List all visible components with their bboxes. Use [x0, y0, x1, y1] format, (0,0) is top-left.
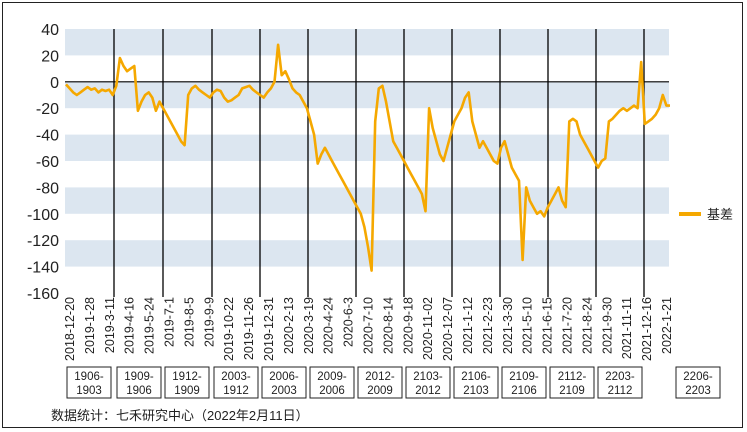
contract-box-bottom: 2009: [367, 385, 393, 397]
contract-box: [549, 366, 595, 399]
source-note: 数据统计：七禾研究中心（2022年2月11日）: [51, 408, 309, 423]
x-tick-label: 2021-1-12: [461, 297, 475, 354]
grid-band-3: [65, 187, 669, 214]
contract-box: [405, 366, 451, 399]
contract-box-bottom: 1906: [126, 385, 152, 397]
contract-box-bottom: 2106: [511, 385, 537, 397]
x-tick-label: 2019-9-9: [202, 297, 216, 347]
contract-box-top: 2112-: [558, 371, 587, 383]
y-tick-label: 20: [41, 48, 59, 65]
contract-box-bottom: 2006: [319, 385, 345, 397]
x-tick-label: 2019-3-11: [103, 297, 117, 353]
grid-band-1: [65, 81, 669, 109]
x-tick-label: 2021-12-16: [640, 297, 654, 361]
x-tick-label: 2018-12-20: [63, 297, 77, 361]
y-tick-label: 0: [50, 75, 59, 92]
x-tick-label: 2020-9-18: [401, 297, 415, 354]
contract-box: [453, 366, 499, 399]
grid-band-2: [65, 134, 669, 161]
x-tick-label: 2022-1-21: [660, 297, 674, 354]
contract-box: [501, 366, 547, 399]
x-tick-label: 2019-12-31: [262, 297, 276, 361]
x-tick-label: 2019-11-26: [242, 297, 256, 360]
chart-frame: 40 20 0 -20 -40 -60 -80 -100 -120 -140 -160 2018-12…: [2, 2, 743, 428]
contract-box-top: 2003-: [221, 371, 251, 383]
contract-box-top: 1909-: [124, 371, 154, 383]
x-tick-label: 2020-4-24: [322, 297, 336, 354]
x-tick-label: 2019-4-16: [123, 297, 137, 354]
contract-box-top: 2206-: [683, 371, 713, 383]
contract-box: [357, 366, 403, 399]
contract-box-top: 2203-: [605, 371, 635, 383]
contract-box: [116, 366, 162, 399]
contract-box-top: 2106-: [461, 371, 491, 383]
x-tick-label: 2020-6-3: [342, 297, 356, 347]
legend-label: 基差: [707, 207, 734, 222]
contract-box: [164, 366, 210, 399]
contract-box-bottom: 1912: [223, 385, 249, 397]
contract-box: [675, 366, 721, 399]
legend: 基差: [679, 204, 733, 223]
x-tick-label: 2020-11-02: [421, 297, 435, 360]
x-tick-label: 2019-10-22: [222, 297, 236, 361]
y-tick-label: -40: [36, 128, 59, 145]
x-tick-label: 2021-5-10: [521, 297, 535, 354]
contract-box-top: 2109-: [509, 371, 539, 383]
contract-box-top: 2103-: [413, 371, 443, 383]
y-tick-label: -100: [27, 207, 59, 224]
x-tick-label: 2020-8-14: [381, 297, 395, 354]
contract-box-top: 2012-: [365, 371, 395, 383]
x-tick-label: 2021-9-30: [600, 297, 614, 354]
x-tick-label: 2020-12-07: [441, 297, 455, 361]
x-tick-label: 2019-7-1: [163, 297, 177, 347]
y-tick-label: 40: [41, 22, 59, 39]
y-tick-label: -160: [27, 286, 59, 303]
x-tick-label: 2020-2-13: [282, 297, 296, 354]
y-tick-label: -120: [27, 233, 59, 250]
y-tick-label: -20: [36, 101, 59, 118]
x-tick-label: 2021-7-20: [561, 297, 575, 354]
contract-box-top: 1912-: [172, 371, 202, 383]
y-tick-label: -60: [36, 154, 59, 171]
x-tick-label: 2019-1-28: [83, 297, 97, 354]
y-tick-label: -80: [36, 180, 59, 197]
series-line-basis: [65, 43, 670, 272]
contract-box-bottom: 2203: [685, 385, 711, 397]
contract-box-top: 1906-: [74, 371, 104, 383]
y-tick-label: -140: [27, 260, 59, 277]
contract-box-top: 2009-: [317, 371, 347, 383]
x-tick-label: 2021-8-24: [580, 297, 594, 354]
contract-box-bottom: 1903: [76, 385, 102, 397]
contract-box: [213, 366, 259, 399]
contract-box-bottom: 2103: [463, 385, 489, 397]
contract-box: [309, 366, 355, 399]
x-tick-label: 2020-3-19: [302, 297, 316, 354]
contract-box-bottom: 2003: [271, 385, 297, 397]
x-tick-label: 2021-11-11: [620, 297, 634, 359]
contract-box: [66, 366, 112, 399]
x-tick-label: 2020-7-10: [362, 297, 376, 354]
grid-band-0: [65, 29, 669, 56]
x-tick-label: 2019-8-5: [182, 297, 196, 347]
x-tick-label: 2019-5-24: [143, 297, 157, 354]
contract-box-top: 2006-: [269, 371, 299, 383]
legend-swatch: [679, 211, 701, 216]
contract-box-bottom: 2112: [608, 385, 633, 397]
contract-box: [261, 366, 307, 399]
contract-box-bottom: 2109: [559, 385, 585, 397]
x-tick-label: 2021-6-15: [541, 297, 555, 354]
basis-chart: 40 20 0 -20 -40 -60 -80 -100 -120 -140 -160 2018-12…: [27, 22, 721, 399]
contract-box: [597, 366, 643, 399]
x-tick-label: 2021-2-23: [481, 297, 495, 354]
x-tick-label: 2021-3-30: [501, 297, 515, 354]
contract-box-bottom: 1909: [174, 385, 200, 397]
contract-box-bottom: 2012: [415, 385, 441, 397]
